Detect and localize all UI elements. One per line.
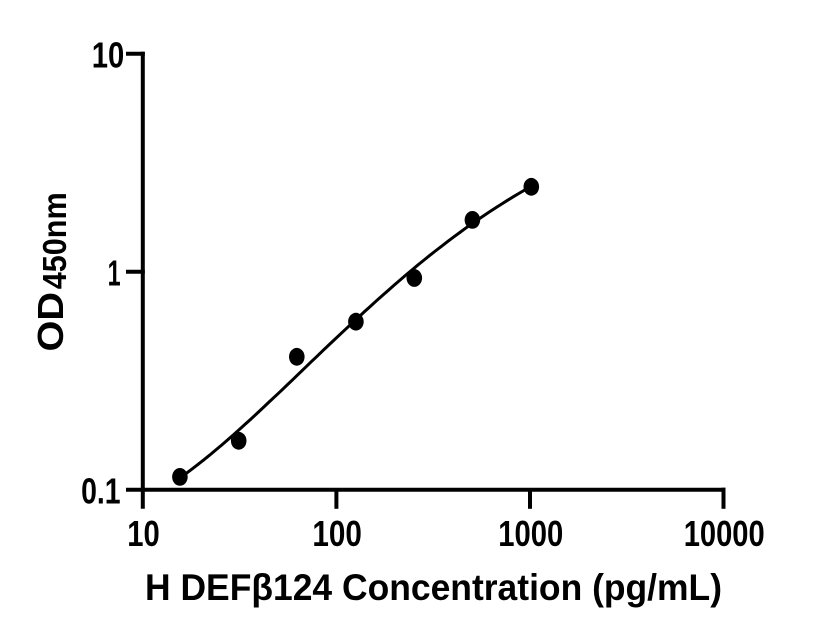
svg-text:0.1: 0.1 (81, 470, 121, 511)
svg-text:10: 10 (127, 513, 160, 554)
svg-text:H DEFβ124 Concentration (pg/mL: H DEFβ124 Concentration (pg/mL) (145, 567, 722, 608)
svg-text:1000: 1000 (498, 513, 563, 554)
svg-text:1: 1 (108, 252, 121, 293)
svg-text:100: 100 (312, 513, 362, 554)
svg-text:10: 10 (92, 35, 125, 76)
svg-text:450nm: 450nm (36, 192, 73, 289)
svg-text:OD: OD (30, 292, 71, 352)
svg-text:10000: 10000 (684, 513, 765, 554)
